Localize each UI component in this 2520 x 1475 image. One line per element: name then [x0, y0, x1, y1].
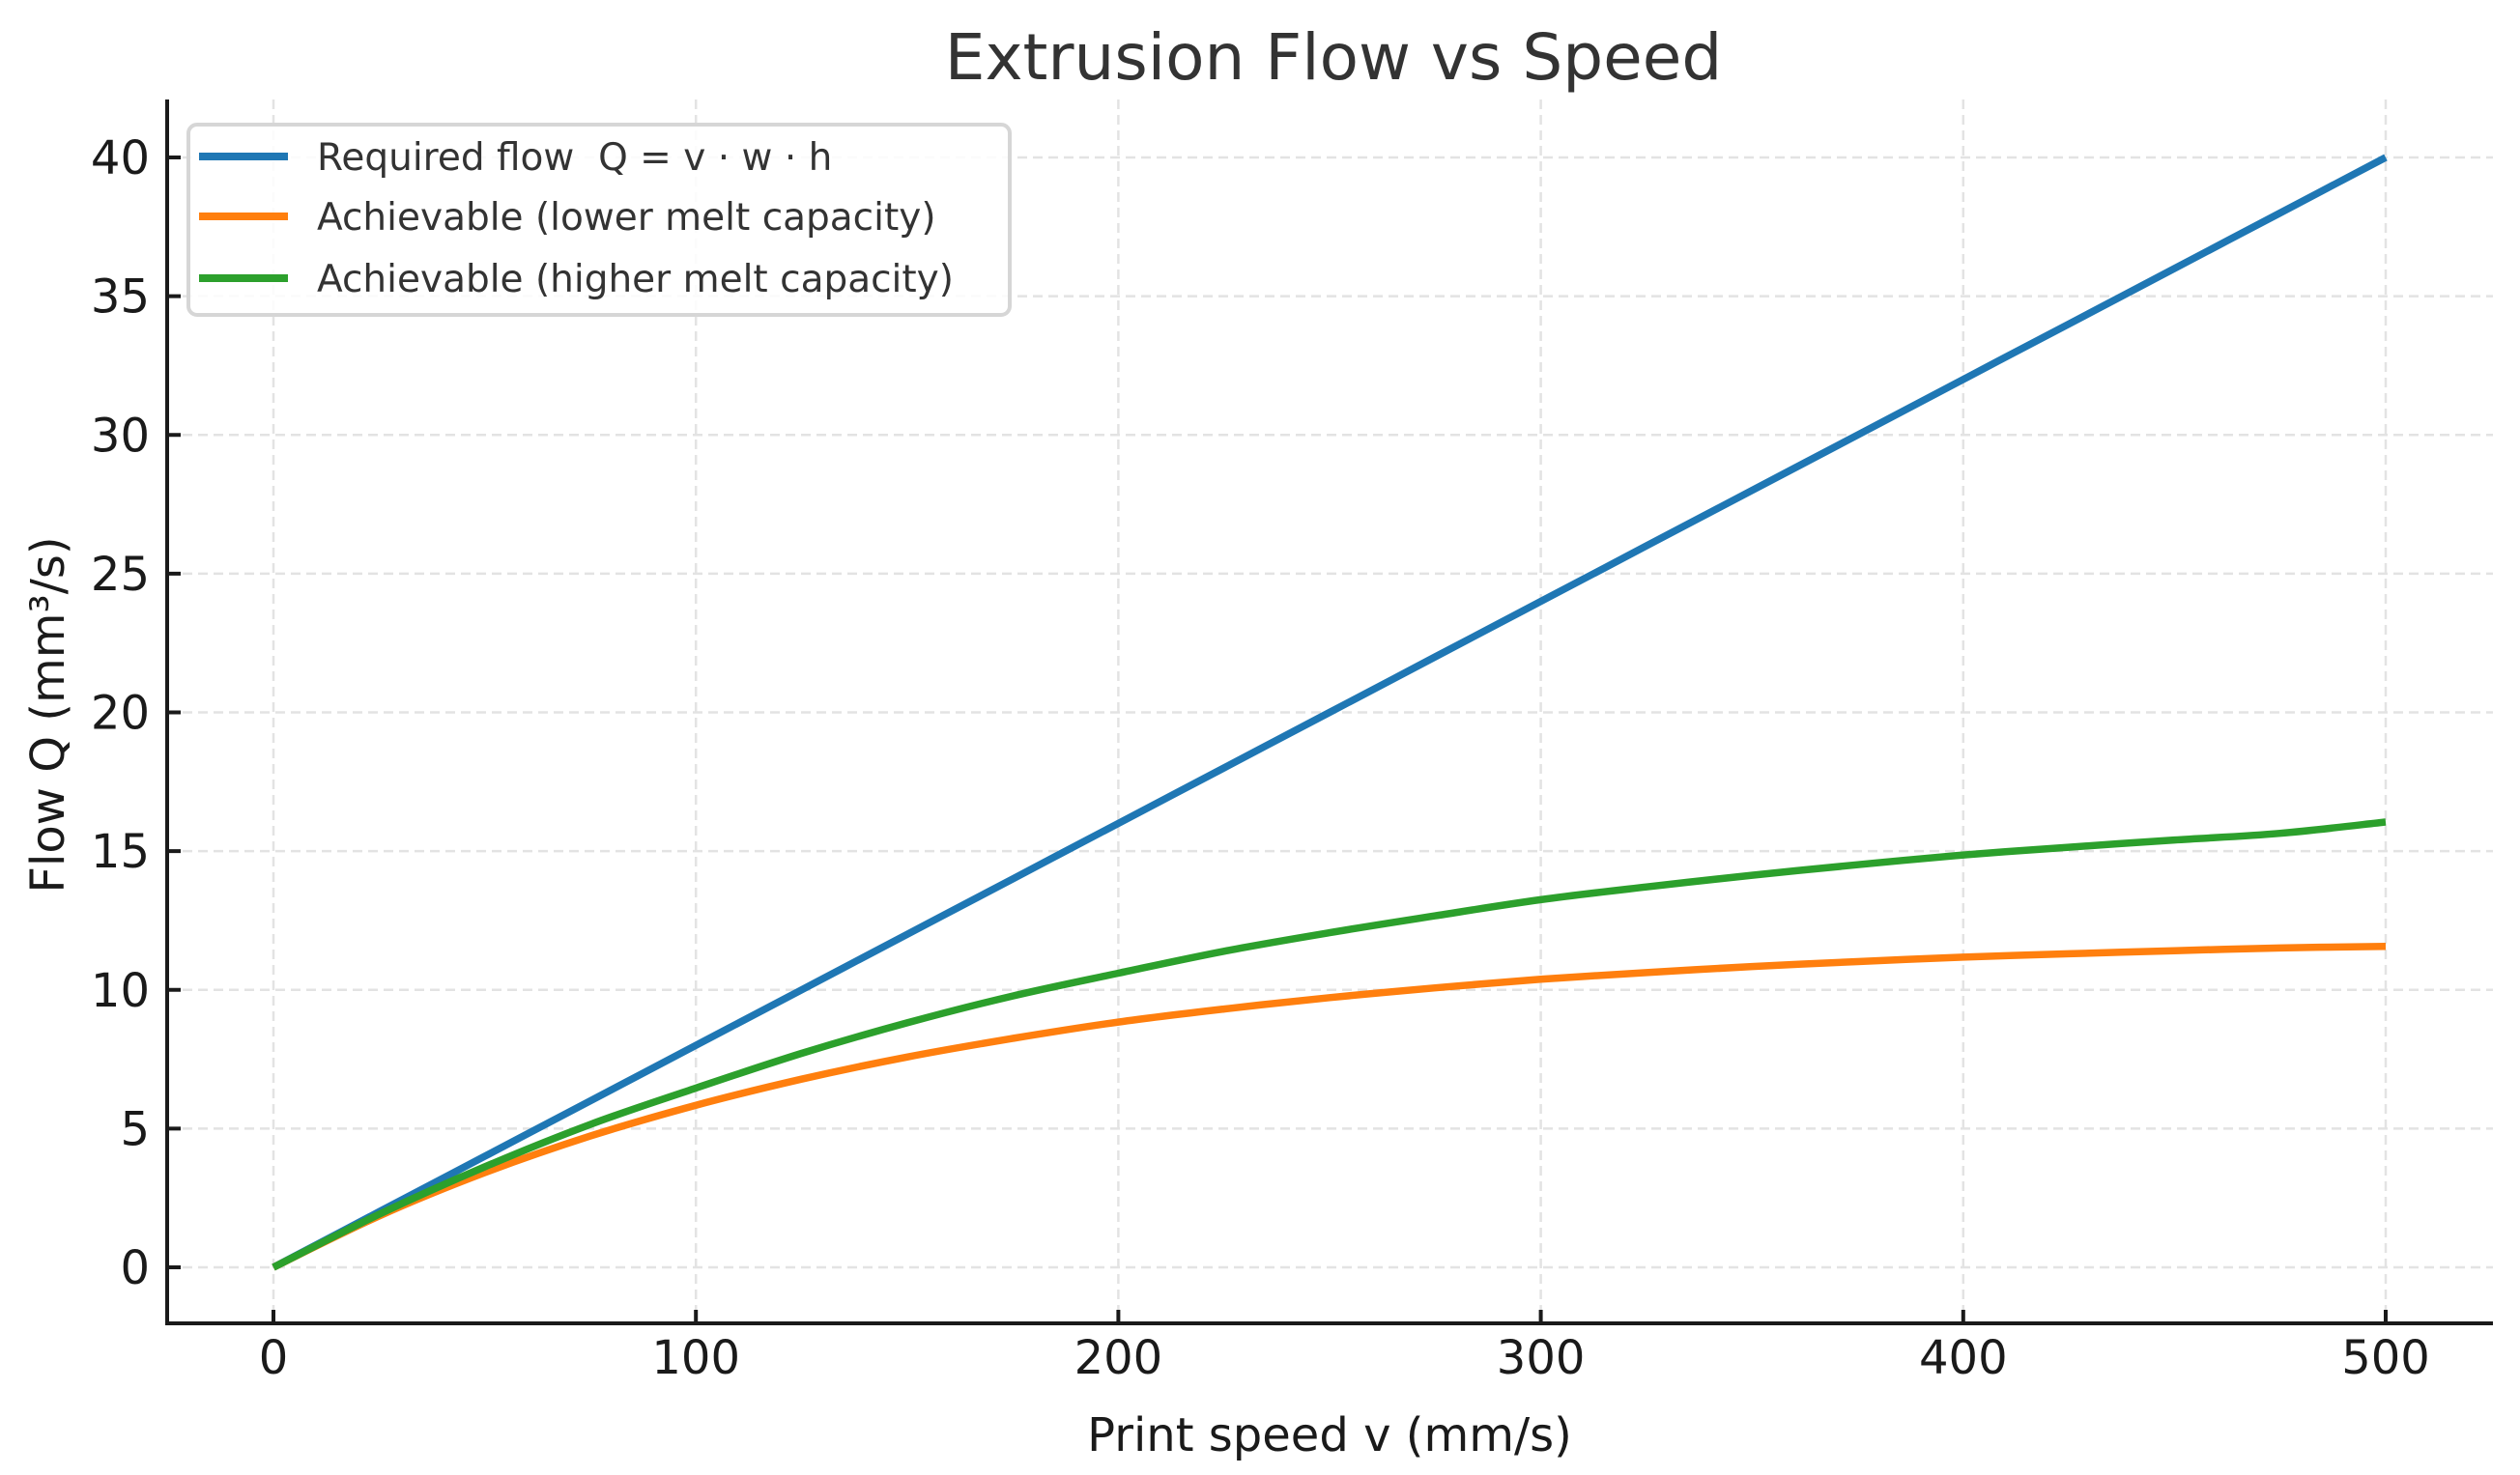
legend: Required flow Q = v · w · h Achievable (… — [186, 123, 1012, 317]
plot-area — [272, 154, 2388, 1271]
legend-frame — [186, 123, 1012, 317]
y-axis-ticks: 0 5 10 15 20 25 30 35 40 — [91, 131, 181, 1295]
x-axis-ticks: 0 100 200 300 400 500 — [259, 1310, 2430, 1385]
chart-title: Extrusion Flow vs Speed — [945, 20, 1722, 95]
y-tick-label: 30 — [91, 409, 150, 463]
x-tick-label: 200 — [1074, 1331, 1163, 1385]
y-tick-label: 5 — [120, 1102, 150, 1156]
x-tick-label: 100 — [651, 1331, 740, 1385]
x-axis-label: Print speed v (mm/s) — [1087, 1408, 1572, 1462]
x-tick-label: 500 — [2341, 1331, 2430, 1385]
y-tick-label: 15 — [91, 825, 150, 879]
legend-label-required: Required flow Q = v · w · h — [317, 136, 832, 180]
grid — [167, 99, 2493, 1323]
y-tick-label: 0 — [120, 1241, 150, 1295]
y-axis-label: Flow Q (mm³/s) — [21, 536, 75, 893]
series-line-required-flow — [272, 154, 2388, 1271]
legend-label-lower-melt: Achievable (lower melt capacity) — [317, 196, 936, 240]
legend-label-higher-melt: Achievable (higher melt capacity) — [317, 258, 954, 301]
y-tick-label: 20 — [91, 687, 150, 741]
series-line-lower-melt — [272, 942, 2387, 1271]
legend-item-lower-melt: Achievable (lower melt capacity) — [199, 196, 936, 240]
series-line-higher-melt — [272, 818, 2387, 1271]
legend-item-required: Required flow Q = v · w · h — [199, 136, 832, 180]
y-tick-label: 35 — [91, 270, 150, 325]
y-tick-label: 10 — [91, 964, 150, 1018]
y-tick-label: 40 — [91, 131, 150, 185]
x-tick-label: 300 — [1497, 1331, 1586, 1385]
x-tick-label: 400 — [1919, 1331, 2008, 1385]
x-tick-label: 0 — [259, 1331, 289, 1385]
legend-item-higher-melt: Achievable (higher melt capacity) — [199, 258, 954, 301]
y-tick-label: 25 — [91, 548, 150, 602]
